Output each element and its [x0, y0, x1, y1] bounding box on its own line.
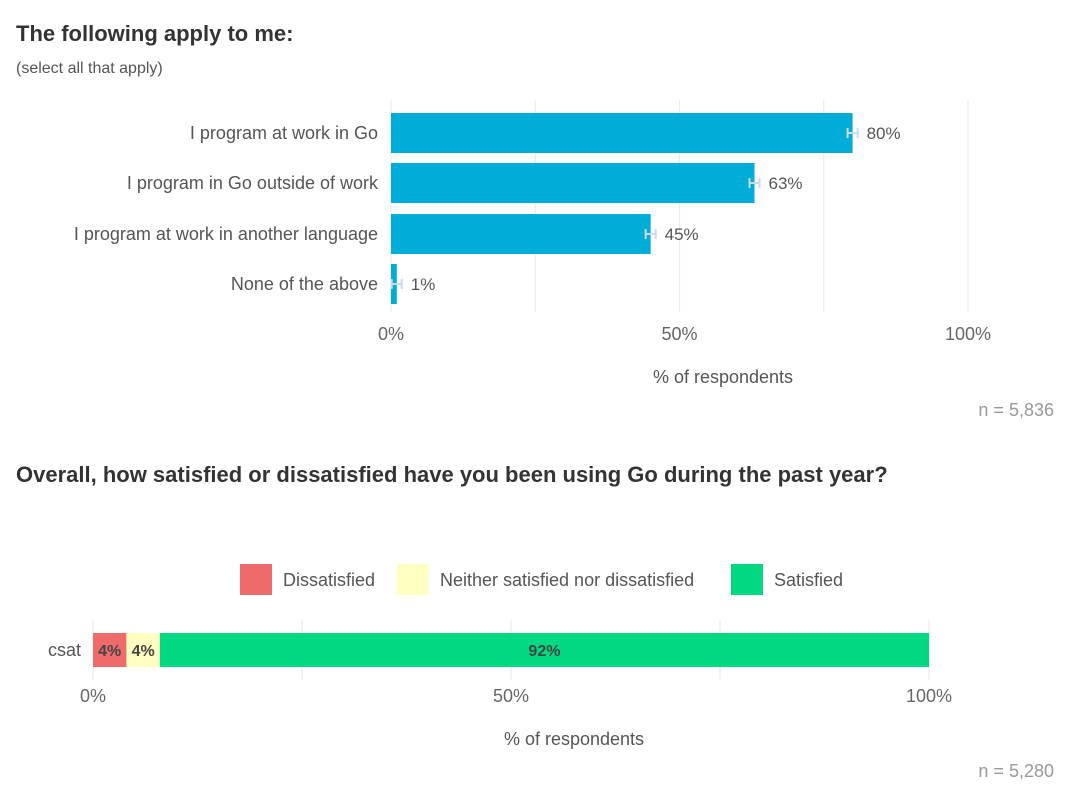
n-label: n = 5,836	[978, 400, 1054, 420]
data-label: 80%	[867, 124, 901, 143]
category-label: I program at work in another language	[74, 224, 378, 244]
category-label: None of the above	[231, 274, 378, 294]
x-tick-label: 50%	[661, 324, 697, 344]
bar	[391, 214, 651, 254]
legend-label: Neither satisfied nor dissatisfied	[440, 570, 694, 590]
chart2-title: Overall, how satisfied or dissatisfied h…	[16, 462, 888, 487]
n-label: n = 5,280	[978, 761, 1054, 781]
x-tick-label: 0%	[80, 686, 106, 706]
chart1-svg: 80% I program at work in Go 63% I program i…	[74, 100, 1054, 420]
bar-segment	[93, 633, 127, 667]
x-axis-label: % of respondents	[653, 367, 793, 387]
legend-label: Dissatisfied	[283, 570, 375, 590]
data-label: 92%	[528, 643, 560, 660]
bar-segment	[159, 633, 929, 667]
legend-swatch	[731, 564, 763, 595]
data-label: 1%	[411, 275, 436, 294]
category-label: csat	[48, 640, 81, 660]
x-tick-label: 0%	[378, 324, 404, 344]
data-label: 63%	[769, 174, 803, 193]
data-label: 4%	[132, 643, 155, 660]
bar	[391, 113, 853, 153]
category-label: I program at work in Go	[190, 123, 378, 143]
data-label: 45%	[665, 225, 699, 244]
chart1-subtitle: (select all that apply)	[16, 60, 163, 77]
bar-segment	[126, 633, 160, 667]
legend-label: Satisfied	[774, 570, 843, 590]
category-label: I program in Go outside of work	[127, 173, 379, 193]
bar	[391, 163, 755, 203]
x-tick-label: 100%	[945, 324, 991, 344]
x-tick-label: 50%	[493, 686, 529, 706]
legend-swatch	[240, 564, 272, 595]
data-label: 4%	[98, 643, 121, 660]
legend-swatch	[397, 564, 429, 595]
x-axis-label: % of respondents	[504, 729, 644, 749]
chart1-title: The following apply to me:	[16, 21, 294, 46]
x-tick-label: 100%	[906, 686, 952, 706]
